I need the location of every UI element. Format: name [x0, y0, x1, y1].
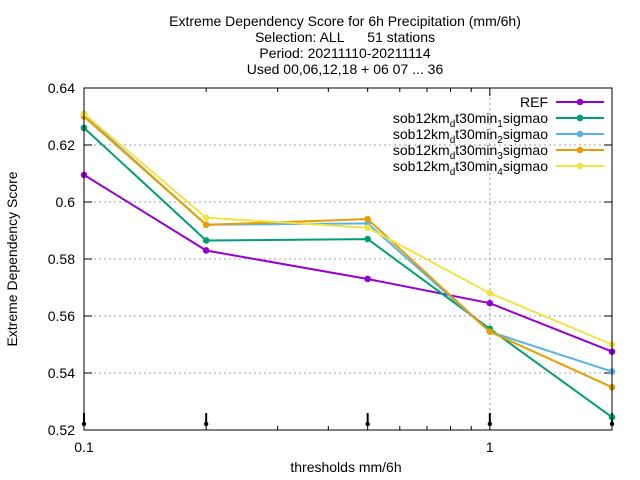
data-point — [364, 215, 371, 223]
y-axis-label: Extreme Dependency Score — [4, 171, 20, 346]
series-0 — [80, 171, 616, 355]
legend: REFsob12kmdt30min1sigmaosob12kmdt30min2s… — [393, 94, 604, 178]
title-line-3: Period: 20211110-20211114 — [259, 45, 430, 61]
chart-title: Extreme Dependency Score for 6h Precipit… — [169, 13, 521, 77]
legend-label-part: sob12km — [393, 158, 450, 174]
legend-label-part: sob12km — [393, 110, 450, 126]
legend-entry-2: sob12kmdt30min2sigmao — [393, 126, 604, 146]
legend-label-part: d — [450, 119, 456, 130]
legend-label: sob12kmdt30min4sigmao — [393, 158, 548, 178]
legend-label-part: t30min — [455, 110, 497, 126]
legend-label: REF — [520, 94, 548, 110]
data-point — [486, 299, 494, 307]
legend-label-part: d — [450, 135, 456, 146]
legend-label-part: sob12km — [393, 142, 450, 158]
data-point — [364, 235, 371, 243]
legend-label-part: d — [450, 151, 456, 162]
legend-label-part: sob12km — [393, 126, 450, 142]
threshold-marker-dot — [203, 421, 209, 427]
legend-entry-1: sob12kmdt30min1sigmao — [393, 110, 604, 130]
y-tick-label: 0.56 — [48, 308, 75, 324]
tick-labels: 0.52 0.54 0.56 0.58 0.6 0.62 0.64 0.1 1 — [48, 80, 494, 455]
legend-label-part: t30min — [455, 158, 497, 174]
data-point — [202, 214, 210, 221]
legend-label-part: 2 — [497, 135, 503, 146]
y-tick-label: 0.54 — [48, 365, 75, 381]
legend-label-part: sigmao — [503, 126, 548, 142]
legend-label: sob12kmdt30min2sigmao — [393, 126, 548, 146]
title-line-2: Selection: ALL 51 stations — [255, 29, 435, 45]
title-line-4: Used 00,06,12,18 + 06 07 ... 36 — [247, 61, 444, 77]
data-point — [364, 275, 371, 283]
title-line-1: Extreme Dependency Score for 6h Precipit… — [169, 13, 521, 29]
legend-swatch-point — [576, 98, 584, 106]
plot-frame — [83, 87, 613, 431]
legend-label-part: 4 — [497, 167, 503, 178]
legend-entry-4: sob12kmdt30min4sigmao — [393, 158, 604, 178]
data-point — [486, 328, 494, 335]
y-tick-label: 0.62 — [48, 137, 75, 153]
data-point — [364, 224, 371, 231]
legend-swatch-point — [576, 114, 584, 122]
legend-entry-3: sob12kmdt30min3sigmao — [393, 142, 604, 162]
series-layer — [80, 110, 616, 421]
legend-label-part: REF — [520, 94, 548, 110]
series-4 — [80, 110, 616, 348]
legend-label: sob12kmdt30min1sigmao — [393, 110, 548, 130]
y-tick-label: 0.58 — [48, 251, 75, 267]
threshold-marker-dot — [365, 421, 370, 427]
legend-label-part: 1 — [497, 119, 503, 130]
data-point — [486, 289, 494, 297]
data-point — [202, 237, 210, 244]
legend-label-part: t30min — [455, 142, 497, 158]
legend-label-part: d — [450, 167, 456, 178]
data-point — [202, 247, 210, 254]
legend-entry-0: REF — [520, 94, 604, 110]
y-tick-label: 0.6 — [56, 194, 76, 210]
legend-label-part: sigmao — [503, 158, 548, 174]
x-tick-label: 1 — [486, 439, 494, 455]
legend-swatch-point — [576, 130, 584, 138]
legend-label-part: sigmao — [503, 142, 548, 158]
y-tick-label: 0.64 — [48, 80, 75, 96]
legend-swatch-point — [576, 146, 584, 154]
legend-label: sob12kmdt30min3sigmao — [393, 142, 548, 162]
legend-label-part: t30min — [455, 126, 497, 142]
threshold-marker-dot — [487, 421, 493, 427]
y-tick-label: 0.52 — [48, 422, 75, 438]
legend-swatch-point — [576, 162, 584, 170]
legend-label-part: 3 — [497, 151, 503, 162]
x-axis-label: thresholds mm/6h — [290, 459, 401, 475]
legend-label-part: sigmao — [503, 110, 548, 126]
data-point — [202, 221, 210, 229]
x-tick-label: 0.1 — [74, 439, 94, 455]
